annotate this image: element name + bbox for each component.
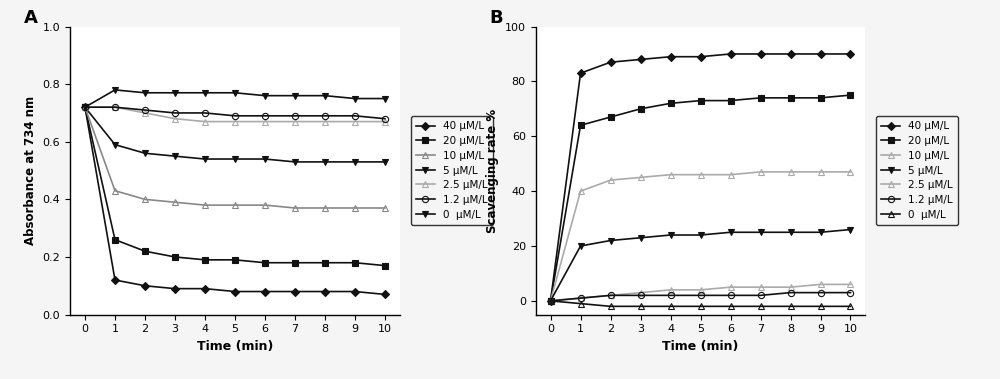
Y-axis label: Scavenging rate %: Scavenging rate % [486, 108, 499, 233]
Text: A: A [24, 9, 38, 27]
X-axis label: Time (min): Time (min) [197, 340, 273, 353]
Y-axis label: Absorbance at 734 nm: Absorbance at 734 nm [24, 96, 37, 245]
Legend: 40 μM/L, 20 μM/L, 10 μM/L, 5 μM/L, 2.5 μM/L, 1.2 μM/L, 0  μM/L: 40 μM/L, 20 μM/L, 10 μM/L, 5 μM/L, 2.5 μ… [876, 116, 958, 225]
Text: B: B [489, 9, 503, 27]
Legend: 40 μM/L, 20 μM/L, 10 μM/L, 5 μM/L, 2.5 μM/L, 1.2 μM/L, 0  μM/L: 40 μM/L, 20 μM/L, 10 μM/L, 5 μM/L, 2.5 μ… [411, 116, 493, 225]
X-axis label: Time (min): Time (min) [662, 340, 739, 353]
